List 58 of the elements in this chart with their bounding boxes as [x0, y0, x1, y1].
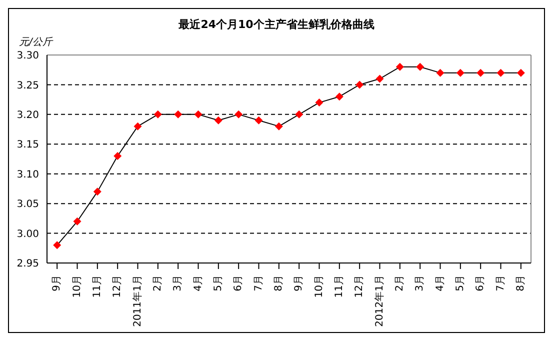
x-tick-label: 4月 — [192, 275, 204, 292]
x-tick-label: 7月 — [495, 275, 506, 292]
y-tick-label: 3.20 — [16, 110, 39, 121]
point — [154, 110, 162, 118]
point — [516, 68, 525, 77]
x-tick-label: 12月 — [112, 275, 124, 298]
chart-title: 最近24个月10个主产省生鲜乳价格曲线 — [178, 17, 376, 32]
x-tick-label: 7月 — [253, 275, 264, 292]
x-tick-label: 5月 — [454, 275, 466, 292]
x-tick-label: 2月 — [152, 275, 164, 292]
x-tick-label: 9月 — [294, 275, 305, 292]
x-tick-label: 11月 — [92, 275, 103, 298]
point — [436, 68, 444, 77]
point — [416, 62, 424, 71]
point — [356, 80, 364, 89]
x-tick-label: 2011年1月 — [131, 275, 144, 327]
point — [295, 110, 304, 118]
point — [114, 152, 122, 160]
point — [174, 110, 182, 118]
x-tick-label: 2月 — [394, 275, 406, 292]
x-tick-label: 11月 — [334, 275, 345, 298]
x-tick-label: 3月 — [172, 275, 184, 292]
point — [93, 188, 102, 196]
x-tick-label: 3月 — [414, 275, 426, 292]
y-tick-label: 2.95 — [16, 258, 39, 270]
y-tick-label: 3.30 — [16, 50, 39, 62]
x-tick-label: 4月 — [434, 275, 446, 292]
y-tick-label: 3.05 — [16, 199, 39, 210]
x-tick-label: 8月 — [515, 275, 526, 292]
x-tick-label: 6月 — [233, 275, 244, 292]
point — [53, 241, 62, 250]
y-axis-title: 元/公斤 — [19, 36, 52, 49]
y-tick-label: 3.25 — [16, 80, 39, 92]
point — [254, 116, 263, 124]
point — [315, 98, 324, 107]
point — [214, 116, 222, 124]
point — [335, 92, 344, 101]
point — [194, 110, 202, 118]
x-tick-label: 9月 — [52, 275, 63, 292]
x-tick-label: 6月 — [475, 275, 486, 292]
point — [496, 68, 505, 77]
x-tick-label: 5月 — [212, 275, 224, 292]
point — [73, 217, 82, 226]
point — [376, 74, 384, 83]
point — [134, 122, 142, 130]
x-tick-label: 12月 — [354, 275, 366, 298]
point — [396, 62, 404, 71]
x-tick-label: 2012年1月 — [373, 275, 386, 327]
point — [274, 122, 283, 130]
point — [234, 110, 243, 118]
point — [476, 68, 485, 77]
x-tick-label: 8月 — [273, 275, 284, 292]
x-tick-label: 10月 — [72, 275, 83, 298]
x-tick-label: 10月 — [314, 275, 325, 298]
y-tick-label: 3.00 — [16, 228, 39, 240]
y-tick-label: 3.15 — [16, 140, 39, 151]
y-tick-label: 3.10 — [16, 169, 39, 180]
point — [456, 68, 464, 77]
